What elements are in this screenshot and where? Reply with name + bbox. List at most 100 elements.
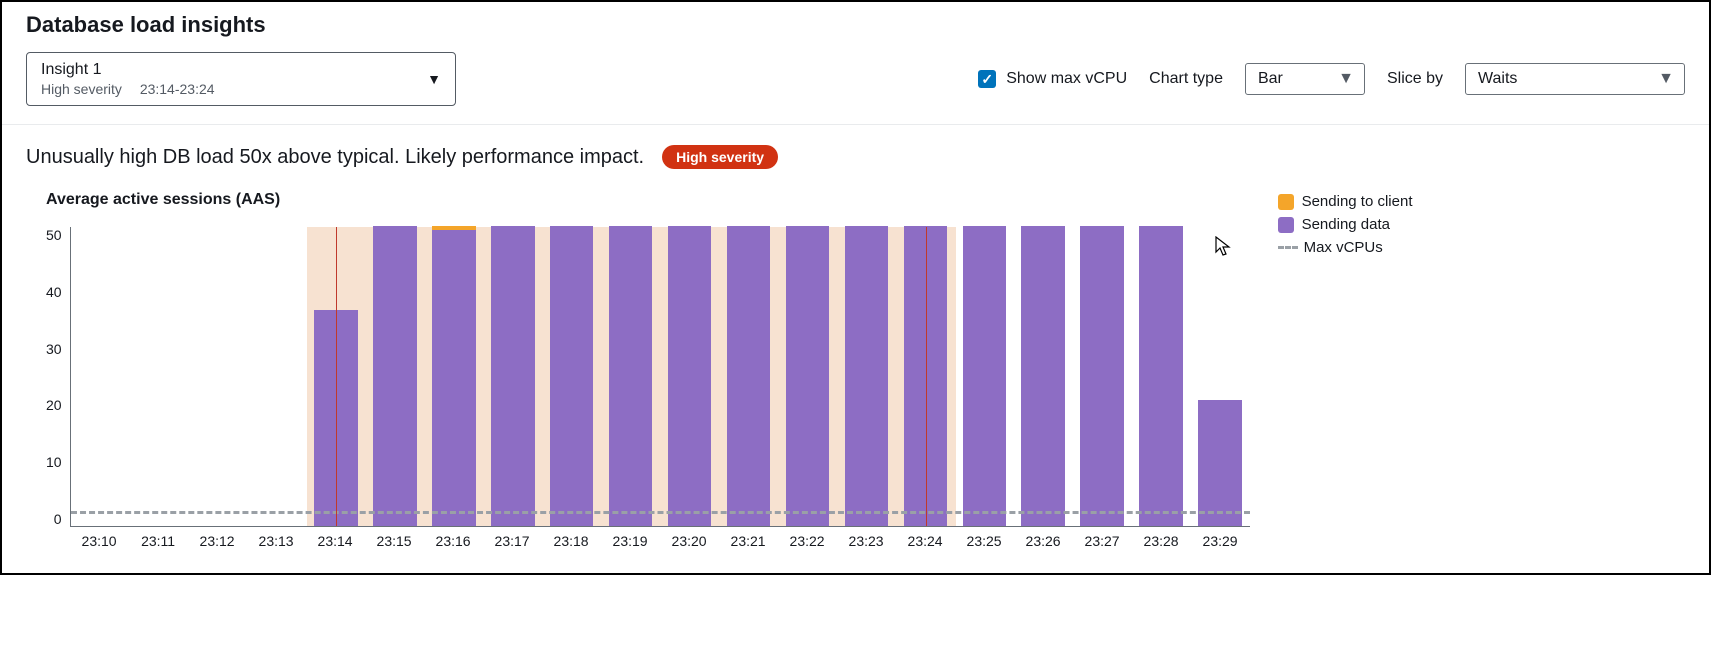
chart-x-axis: 23:1023:1123:1223:1323:1423:1523:1623:17… [70,533,1250,549]
bar[interactable] [786,226,830,526]
x-tick: 23:26 [1014,533,1073,549]
legend-label: Sending data [1302,216,1390,233]
x-tick: 23:27 [1073,533,1132,549]
chevron-down-icon: ▼ [427,71,441,87]
x-tick: 23:19 [601,533,660,549]
insight-selector-label: Insight 1 [41,61,441,79]
bar[interactable] [373,226,417,526]
bar[interactable] [432,226,476,526]
show-max-vcpu-label: Show max vCPU [1006,70,1127,88]
bar-slot [601,227,660,526]
chevron-down-icon: ▼ [1338,70,1354,88]
bar-segment-sending-data [1080,226,1124,526]
bar-segment-sending-data [786,226,830,526]
bar-slot [542,227,601,526]
legend-label: Sending to client [1302,193,1413,210]
x-tick: 23:29 [1191,533,1250,549]
bar-slot [1014,227,1073,526]
bar[interactable] [1198,400,1242,526]
slice-by-select[interactable]: Waits ▼ [1465,63,1685,95]
x-tick: 23:24 [896,533,955,549]
y-tick: 10 [46,454,62,470]
x-tick: 23:22 [778,533,837,549]
chart-legend: Sending to client Sending data Max vCPUs [1278,193,1413,262]
x-tick: 23:16 [424,533,483,549]
controls-row: Insight 1 High severity 23:14-23:24 ▼ ✓ … [2,52,1709,125]
chart-title: Average active sessions (AAS) [46,191,1250,209]
legend-swatch-dash [1278,246,1298,249]
bar-slot [424,227,483,526]
x-tick: 23:18 [542,533,601,549]
event-line [926,227,927,526]
x-tick: 23:11 [129,533,188,549]
x-tick: 23:14 [306,533,365,549]
slice-by-label: Slice by [1387,70,1443,88]
y-tick: 50 [46,227,62,243]
insight-severity: High severity [41,81,122,97]
bar-segment-sending-data [373,226,417,526]
severity-badge: High severity [662,145,778,169]
bar-segment-sending-data [1139,226,1183,526]
insight-message-row: Unusually high DB load 50x above typical… [2,125,1709,181]
y-tick: 20 [46,397,62,413]
bar[interactable] [963,226,1007,526]
insight-time-range: 23:14-23:24 [140,81,215,97]
chart-type-value: Bar [1258,70,1283,87]
bar-slot [130,227,189,526]
panel-header: Database load insights [2,2,1709,38]
checkbox-checked-icon: ✓ [978,70,996,88]
insight-selector-subtext: High severity 23:14-23:24 [41,81,441,97]
slice-by-value: Waits [1478,70,1517,87]
chart-type-label: Chart type [1149,70,1223,88]
chart-area: Average active sessions (AAS) 5040302010… [2,181,1709,573]
bar-segment-sending-data [491,226,535,526]
x-tick: 23:17 [483,533,542,549]
y-tick: 30 [46,341,62,357]
x-tick: 23:12 [188,533,247,549]
bar[interactable] [1021,226,1065,526]
bar[interactable] [1080,226,1124,526]
bar[interactable] [727,226,771,526]
insight-selector[interactable]: Insight 1 High severity 23:14-23:24 ▼ [26,52,456,106]
x-tick: 23:20 [660,533,719,549]
legend-label: Max vCPUs [1304,239,1383,256]
event-line [336,227,337,526]
bar[interactable] [845,226,889,526]
x-tick: 23:28 [1132,533,1191,549]
chart-type-select[interactable]: Bar ▼ [1245,63,1365,95]
x-tick: 23:25 [955,533,1014,549]
bar-slot [955,227,1014,526]
chart-bars [71,227,1250,526]
legend-item[interactable]: Sending to client [1278,193,1413,210]
bar-slot [247,227,306,526]
legend-item[interactable]: Max vCPUs [1278,239,1413,256]
bar-segment-sending-data [1198,400,1242,526]
chart-plot [70,227,1250,527]
chevron-down-icon: ▼ [1658,70,1674,88]
bar-slot [1073,227,1132,526]
bar[interactable] [491,226,535,526]
bar-slot [71,227,130,526]
bar-slot [660,227,719,526]
bar-slot [365,227,424,526]
bar-slot [1132,227,1191,526]
bar-segment-sending-data [550,226,594,526]
bar-segment-sending-data [609,226,653,526]
show-max-vcpu-checkbox[interactable]: ✓ Show max vCPU [978,70,1127,88]
bar-segment-sending-data [845,226,889,526]
bar-segment-sending-data [668,226,712,526]
bar-segment-sending-data [432,230,476,526]
bar[interactable] [609,226,653,526]
bar[interactable] [550,226,594,526]
bar-slot [1191,227,1250,526]
x-tick: 23:13 [247,533,306,549]
y-tick: 0 [54,511,62,527]
bar[interactable] [1139,226,1183,526]
bar-slot [719,227,778,526]
legend-swatch [1278,194,1294,210]
panel-title: Database load insights [26,12,1685,38]
bar-slot [778,227,837,526]
legend-item[interactable]: Sending data [1278,216,1413,233]
bar-segment-sending-data [1021,226,1065,526]
bar[interactable] [668,226,712,526]
